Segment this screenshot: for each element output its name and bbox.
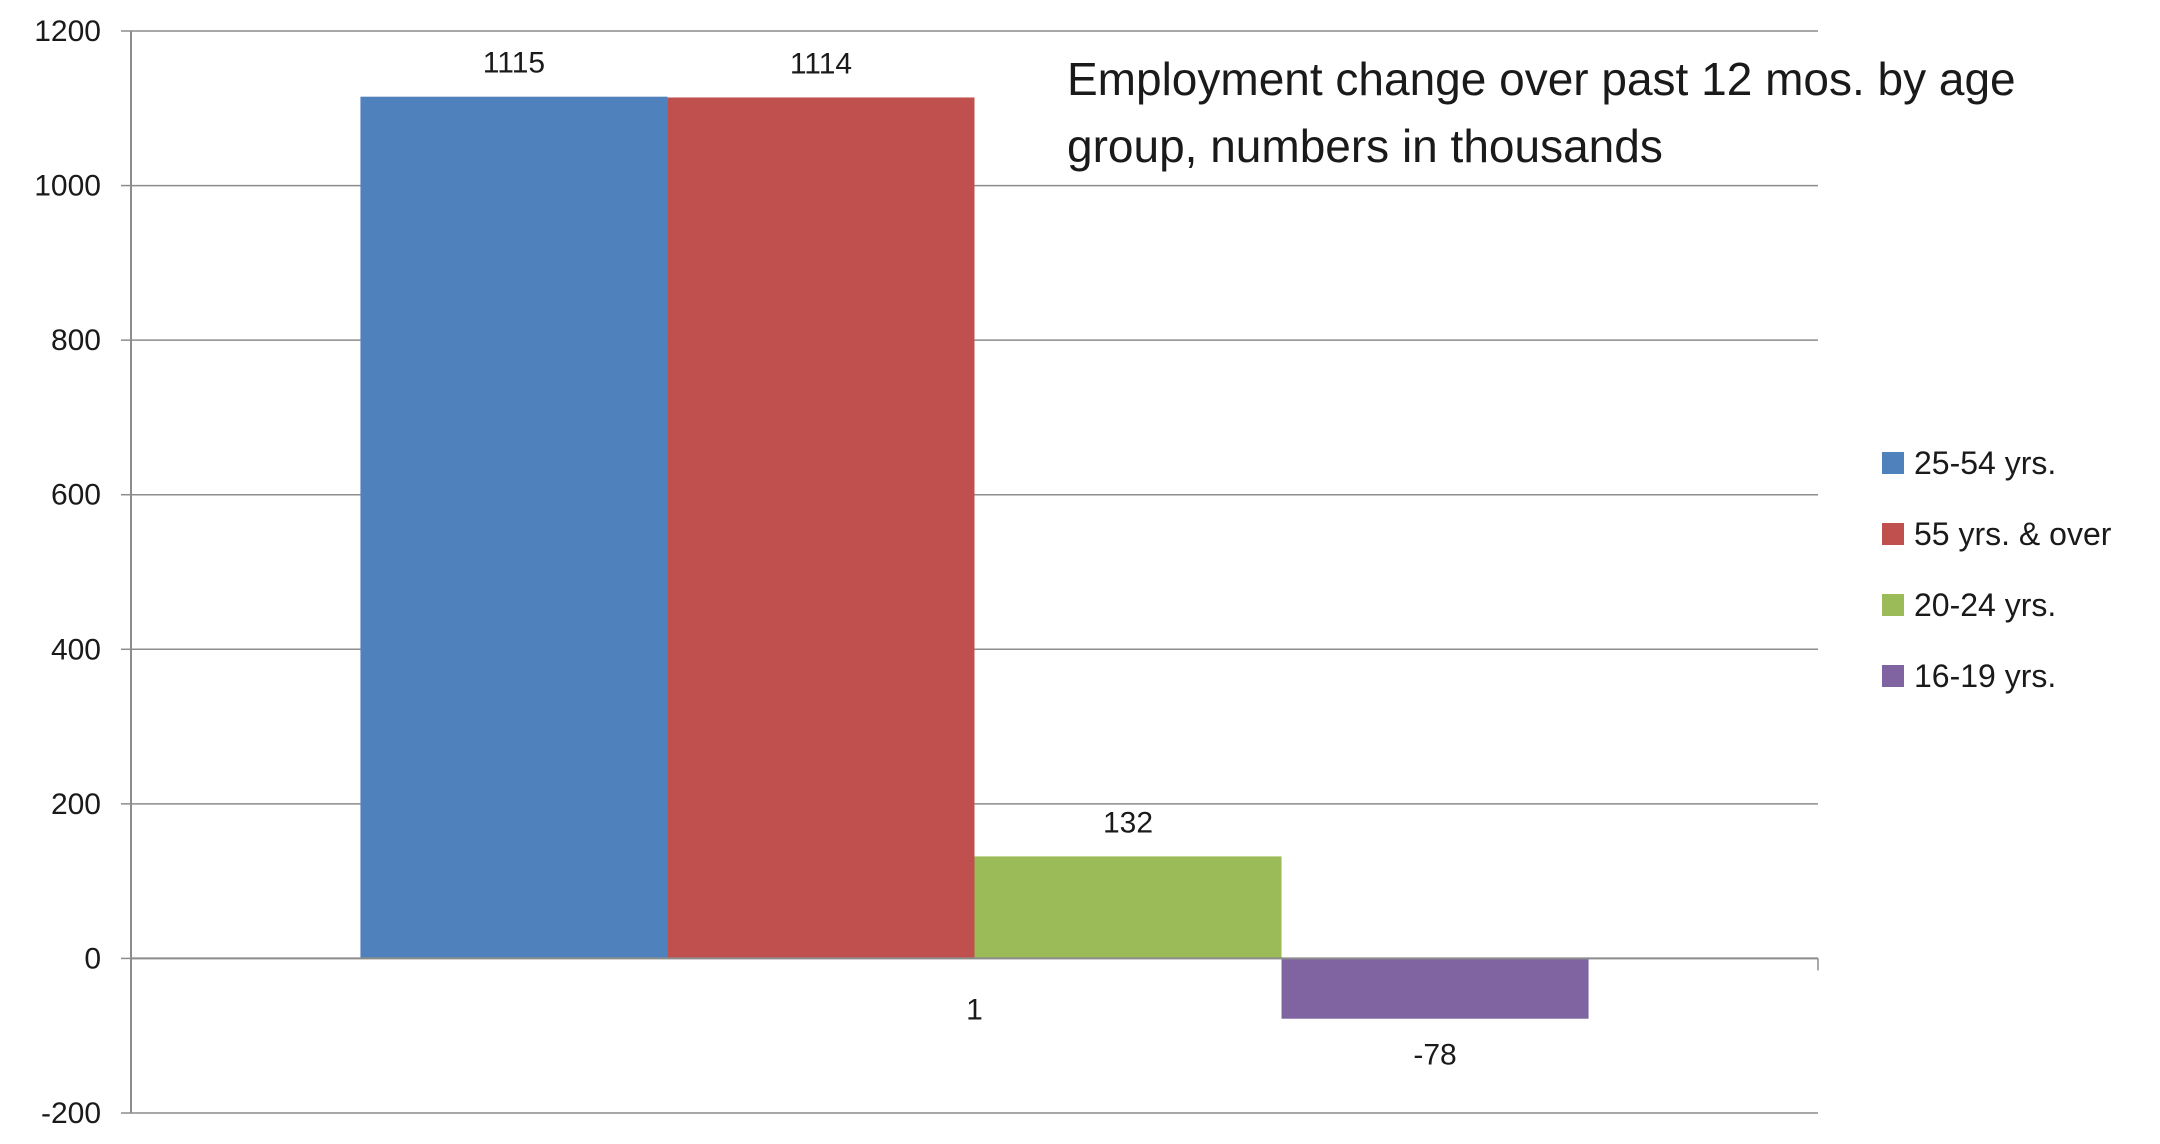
bars (360, 96, 1589, 1019)
legend-swatch (1882, 665, 1904, 687)
chart-title-line-2: group, numbers in thousands (1067, 120, 1663, 172)
y-axis-ticks: -200 0 200 400 600 800 1000 1200 (34, 15, 131, 1130)
data-label: -78 (1413, 1039, 1456, 1072)
bar-20-24-yrs- (974, 856, 1282, 959)
data-labels: 1115 1114 132 -78 (483, 47, 1457, 1072)
legend-label: 55 yrs. & over (1914, 516, 2112, 552)
data-label: 132 (1103, 806, 1153, 839)
legend-label: 16-19 yrs. (1914, 658, 2056, 694)
bar-55-yrs-over (667, 97, 975, 959)
y-tick-label: 200 (51, 788, 101, 821)
chart-title-line-1: Employment change over past 12 mos. by a… (1067, 53, 2016, 105)
y-tick-label: 1200 (34, 15, 101, 48)
data-label: 1114 (790, 47, 852, 80)
legend: 25-54 yrs. 55 yrs. & over 20-24 yrs. 16-19 … (1882, 445, 2112, 694)
y-tick-label: 400 (51, 633, 101, 666)
legend-swatch (1882, 452, 1904, 474)
y-tick-label: -200 (41, 1097, 101, 1130)
bar-16-19-yrs- (1281, 958, 1589, 1019)
bar-25-54-yrs- (360, 96, 668, 959)
legend-label: 25-54 yrs. (1914, 445, 2056, 481)
chart-title: Employment change over past 12 mos. by a… (1067, 53, 2028, 172)
y-tick-label: 0 (84, 942, 101, 975)
legend-label: 20-24 yrs. (1914, 587, 2056, 623)
y-tick-label: 800 (51, 324, 101, 357)
data-label: 1115 (483, 47, 545, 80)
y-tick-label: 600 (51, 479, 101, 512)
category-label: 1 (966, 993, 983, 1026)
legend-swatch (1882, 594, 1904, 616)
y-tick-label: 1000 (34, 170, 101, 203)
legend-swatch (1882, 523, 1904, 545)
